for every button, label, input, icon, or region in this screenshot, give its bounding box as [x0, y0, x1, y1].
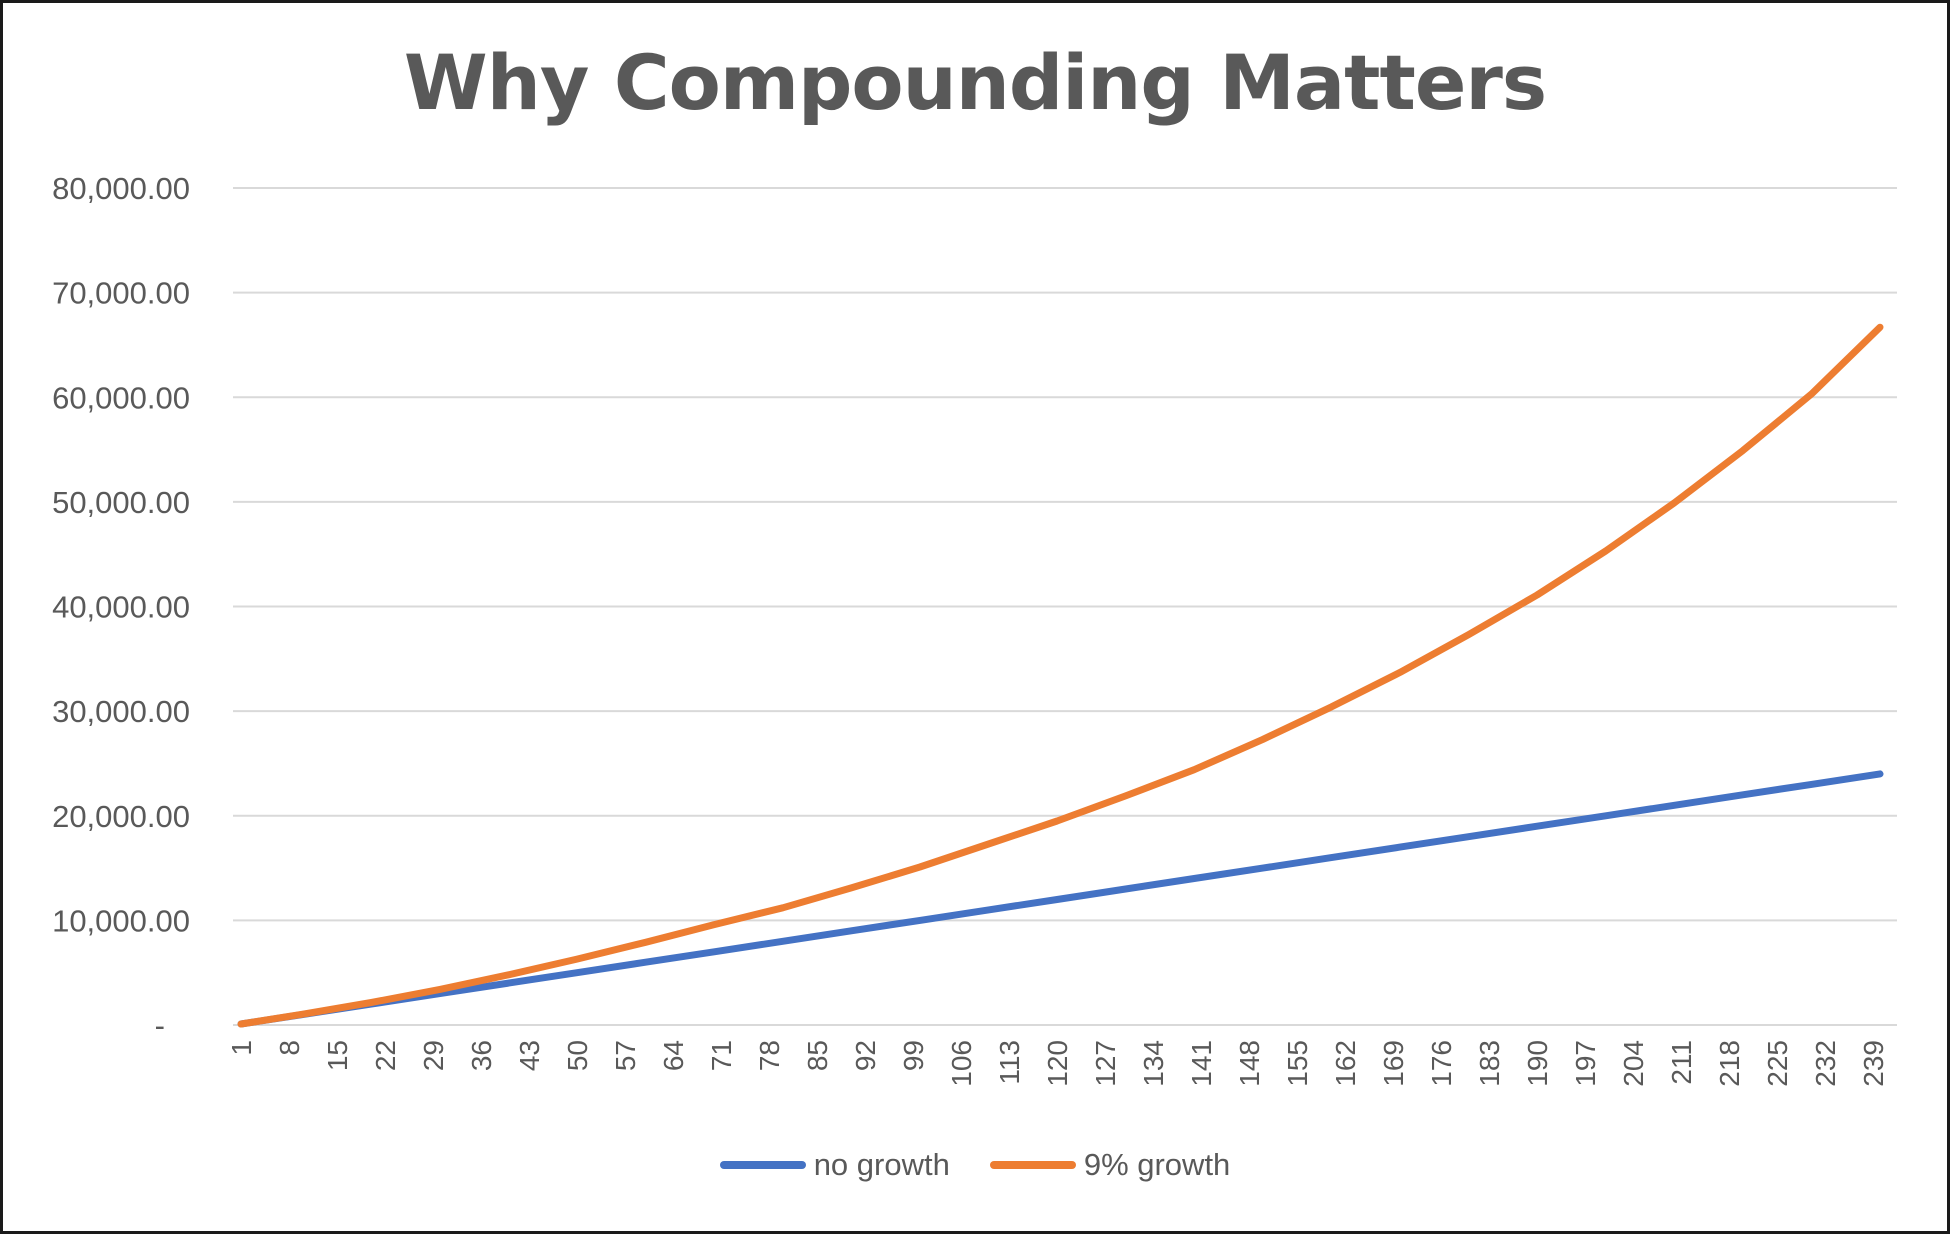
- x-tick-label: 239: [1858, 1040, 1889, 1087]
- x-tick-label: 15: [322, 1040, 353, 1071]
- x-tick-label: 64: [658, 1040, 689, 1071]
- x-tick-label: 162: [1330, 1040, 1361, 1087]
- x-tick-label: 85: [802, 1040, 833, 1071]
- x-tick-label: 22: [370, 1040, 401, 1071]
- x-tick-label: 190: [1522, 1040, 1553, 1087]
- y-tick-label: 40,000.00: [52, 590, 190, 625]
- x-tick-label: 225: [1762, 1040, 1793, 1087]
- y-axis-tick-labels: - 10,000.00 20,000.00 30,000.00 40,000.00 50,…: [52, 171, 190, 1043]
- x-tick-label: 99: [898, 1040, 929, 1071]
- legend-item: no growth: [719, 1147, 950, 1183]
- y-tick-label: 70,000.00: [52, 276, 190, 311]
- legend-swatch: [989, 1161, 1076, 1169]
- x-tick-label: 71: [706, 1040, 737, 1071]
- y-tick-label: 60,000.00: [52, 380, 190, 415]
- y-tick-label: 80,000.00: [52, 171, 190, 206]
- x-tick-label: 218: [1714, 1040, 1745, 1087]
- y-tick-label: 10,000.00: [52, 903, 190, 938]
- x-tick-label: 113: [994, 1040, 1025, 1085]
- x-tick-label: 183: [1474, 1040, 1505, 1087]
- legend-swatch: [719, 1161, 806, 1169]
- x-axis-tick-labels: 1 8 15 22 29 36 43 50 57 64 71 78 85 92 99 106 113 120 127…: [226, 1040, 1889, 1087]
- y-tick-label: -: [155, 1008, 165, 1043]
- y-tick-label: 20,000.00: [52, 799, 190, 834]
- series-line-0: [237, 770, 1884, 1028]
- chart-title: Why Compounding Matters: [403, 38, 1547, 127]
- legend-label: 9% growth: [1083, 1147, 1231, 1182]
- x-tick-label: 197: [1570, 1040, 1601, 1087]
- x-tick-label: 57: [610, 1040, 641, 1071]
- x-tick-label: 127: [1090, 1040, 1121, 1087]
- x-tick-label: 78: [754, 1040, 785, 1071]
- x-tick-label: 106: [946, 1040, 977, 1087]
- x-tick-label: 8: [274, 1040, 305, 1056]
- x-tick-label: 204: [1618, 1040, 1649, 1087]
- x-tick-label: 92: [850, 1040, 881, 1071]
- legend-label: no growth: [813, 1147, 950, 1182]
- legend: no growth 9% growth: [0, 1145, 1950, 1185]
- x-tick-label: 211: [1666, 1040, 1697, 1085]
- series-lines: [237, 323, 1884, 1028]
- x-tick-label: 169: [1378, 1040, 1409, 1087]
- x-tick-label: 134: [1138, 1040, 1169, 1087]
- x-tick-label: 43: [514, 1040, 545, 1071]
- x-tick-label: 120: [1042, 1040, 1073, 1087]
- series-line-1: [237, 323, 1884, 1028]
- y-tick-label: 30,000.00: [52, 694, 190, 729]
- x-tick-label: 1: [226, 1040, 257, 1056]
- x-tick-label: 155: [1282, 1040, 1313, 1087]
- legend-item: 9% growth: [989, 1147, 1231, 1183]
- x-tick-label: 148: [1234, 1040, 1265, 1087]
- x-tick-label: 50: [562, 1040, 593, 1071]
- x-tick-label: 29: [418, 1040, 449, 1071]
- y-tick-label: 50,000.00: [52, 485, 190, 520]
- x-tick-label: 141: [1186, 1040, 1217, 1087]
- x-tick-label: 232: [1810, 1040, 1841, 1087]
- x-tick-label: 36: [466, 1040, 497, 1071]
- x-tick-label: 176: [1426, 1040, 1457, 1087]
